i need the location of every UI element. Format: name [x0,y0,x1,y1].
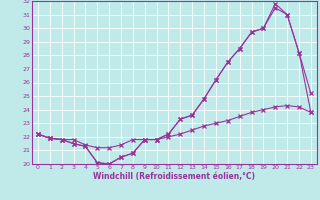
X-axis label: Windchill (Refroidissement éolien,°C): Windchill (Refroidissement éolien,°C) [93,172,255,181]
